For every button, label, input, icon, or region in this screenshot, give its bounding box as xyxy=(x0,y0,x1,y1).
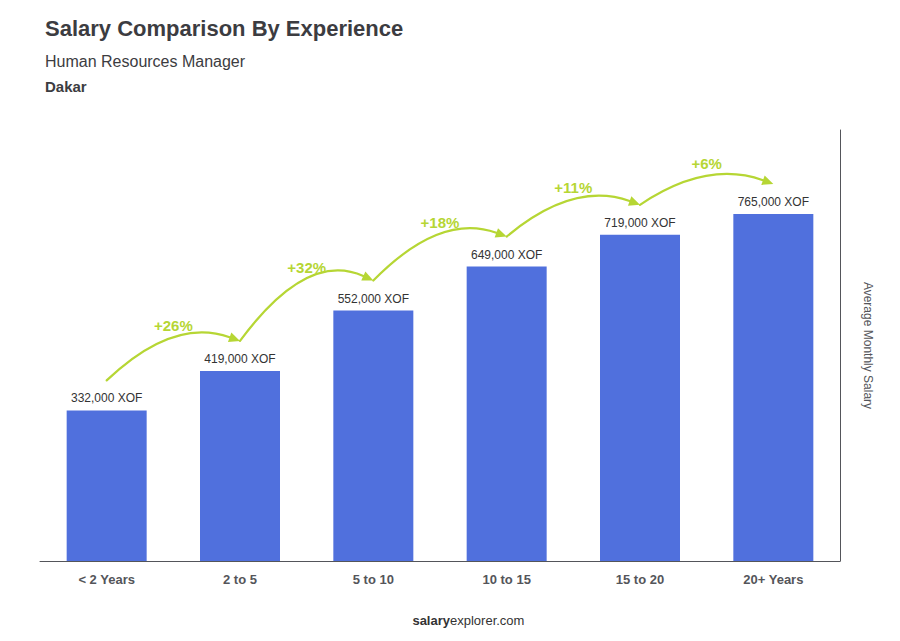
svg-text:+26%: +26% xyxy=(154,317,193,334)
svg-text:20+ Years: 20+ Years xyxy=(743,572,803,587)
svg-text:419,000 XOF: 419,000 XOF xyxy=(204,352,275,366)
svg-text:Average Monthly Salary: Average Monthly Salary xyxy=(861,282,875,409)
svg-text:+6%: +6% xyxy=(691,155,721,172)
svg-text:Salary Comparison By Experienc: Salary Comparison By Experience xyxy=(45,16,403,41)
svg-text:2 to 5: 2 to 5 xyxy=(223,572,257,587)
svg-text:+11%: +11% xyxy=(554,179,592,196)
svg-text:5 to 10: 5 to 10 xyxy=(353,572,394,587)
svg-text:salary: salary xyxy=(412,613,450,628)
svg-text:+32%: +32% xyxy=(287,259,326,276)
svg-text:552,000 XOF: 552,000 XOF xyxy=(338,292,409,306)
svg-text:explorer.com: explorer.com xyxy=(450,613,524,628)
svg-text:649,000 XOF: 649,000 XOF xyxy=(471,248,542,262)
svg-text:765,000 XOF: 765,000 XOF xyxy=(738,195,809,209)
svg-text:< 2 Years: < 2 Years xyxy=(78,572,135,587)
svg-text:Dakar: Dakar xyxy=(45,78,87,95)
svg-text:15 to 20: 15 to 20 xyxy=(616,572,664,587)
svg-text:+18%: +18% xyxy=(421,214,460,231)
svg-text:10 to 15: 10 to 15 xyxy=(482,572,530,587)
svg-text:719,000 XOF: 719,000 XOF xyxy=(604,216,675,230)
svg-text:Human Resources Manager: Human Resources Manager xyxy=(45,53,246,70)
svg-text:332,000 XOF: 332,000 XOF xyxy=(71,391,142,405)
